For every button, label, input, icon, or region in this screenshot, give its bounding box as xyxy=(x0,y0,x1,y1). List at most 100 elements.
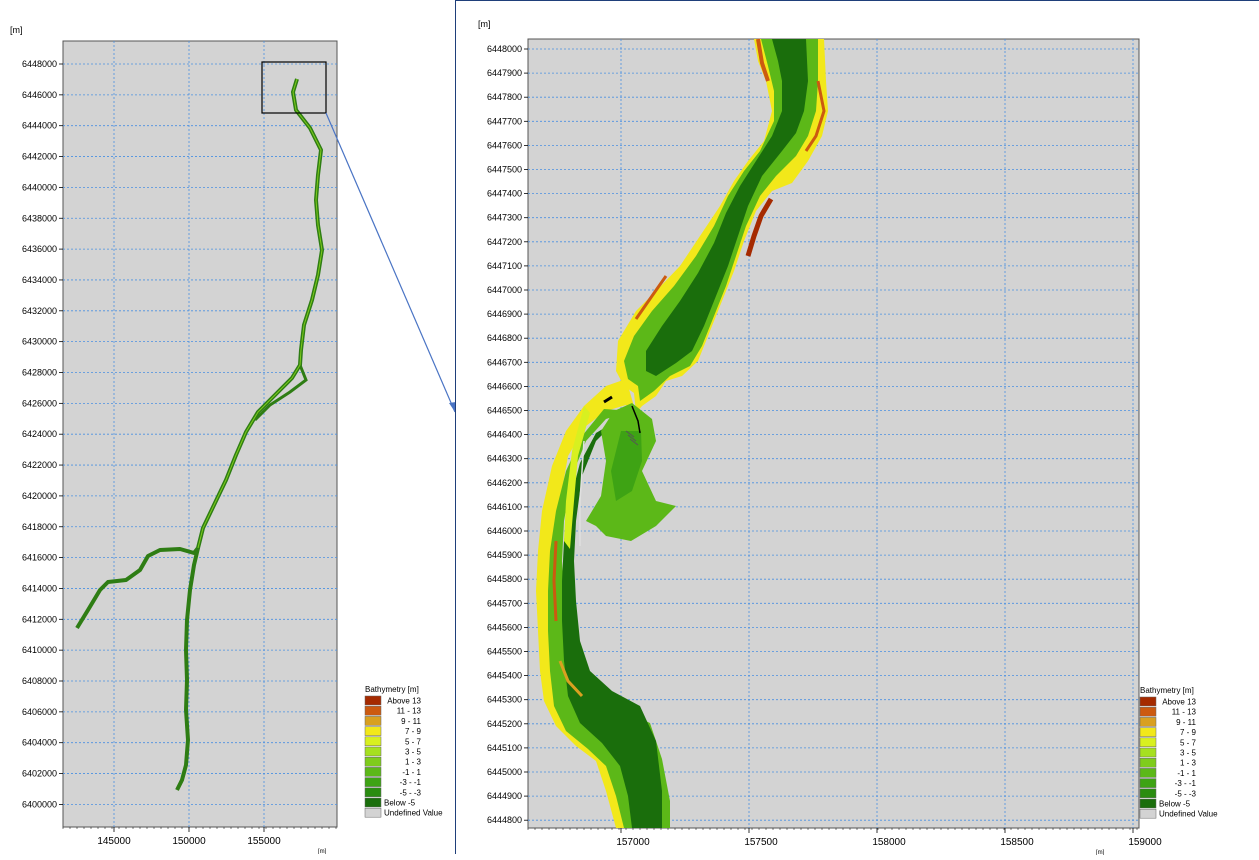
overview-y-tick-label: 6426000 xyxy=(22,398,57,408)
detail-y-tick-label: 6446300 xyxy=(487,454,522,464)
detail-y-tick-label: 6444800 xyxy=(487,815,522,825)
left-x-unit: [m] xyxy=(318,849,327,854)
detail-legend-label: 7 - 9 xyxy=(1180,728,1197,737)
detail-legend-swatch xyxy=(1139,727,1157,737)
overview-y-tick-label: 6446000 xyxy=(22,90,57,100)
overview-legend-swatch xyxy=(364,726,382,736)
zoom-connector-arrowhead xyxy=(449,402,456,412)
overview-map: [m] [m] 6448000 6446000 6444000 6442000 6440… xyxy=(10,25,456,855)
overview-grid xyxy=(63,41,337,827)
detail-y-tick-label: 6445800 xyxy=(487,574,522,584)
detail-legend-label: -3 - -1 xyxy=(1175,779,1197,788)
overview-legend-label: 3 - 5 xyxy=(405,748,422,757)
detail-x-tick-label: 158000 xyxy=(872,837,906,848)
detail-y-tick-label: 6448000 xyxy=(487,44,522,54)
detail-y-tick-label: 6447600 xyxy=(487,140,522,150)
overview-y-tick-label: 6422000 xyxy=(22,460,57,470)
detail-legend-label: Undefined Value xyxy=(1159,810,1218,819)
detail-y-tick-label: 6445500 xyxy=(487,647,522,657)
detail-y-tick-label: 6445200 xyxy=(487,719,522,729)
detail-river xyxy=(536,38,828,828)
detail-x-tick-label: 157000 xyxy=(616,837,650,848)
overview-legend-label: 1 - 3 xyxy=(405,758,422,767)
overview-legend-label: -5 - -3 xyxy=(400,788,422,797)
detail-y-tick-label: 6445900 xyxy=(487,550,522,560)
detail-y-tick-label: 6447000 xyxy=(487,285,522,295)
overview-y-tick-label: 6438000 xyxy=(22,213,57,223)
detail-y-tick-label: 6444900 xyxy=(487,791,522,801)
detail-y-tick-label: 6446200 xyxy=(487,478,522,488)
detail-legend-swatch xyxy=(1139,808,1157,819)
detail-y-tick-label: 6445600 xyxy=(487,622,522,632)
overview-y-tick-label: 6432000 xyxy=(22,306,57,316)
detail-y-tick-label: 6445700 xyxy=(487,598,522,608)
detail-legend-swatch xyxy=(1139,768,1157,778)
overview-y-tick-label: 6414000 xyxy=(22,583,57,593)
left-y-unit: [m] xyxy=(10,25,23,35)
overview-x-tick-label: 145000 xyxy=(97,836,131,847)
overview-legend-label: 5 - 7 xyxy=(405,737,422,746)
detail-legend-swatch xyxy=(1139,706,1157,717)
detail-legend-label: -5 - -3 xyxy=(1175,789,1197,798)
detail-y-tick-label: 6446800 xyxy=(487,333,522,343)
detail-legend-swatch xyxy=(1139,788,1157,799)
overview-legend-swatch xyxy=(364,746,382,757)
overview-y-tick-label: 6412000 xyxy=(22,614,57,624)
detail-legend-swatch xyxy=(1139,778,1157,788)
detail-y-tick-label: 6447800 xyxy=(487,92,522,102)
overview-legend-label: 11 - 13 xyxy=(397,707,422,716)
overview-y-tick-label: 6444000 xyxy=(22,121,57,131)
zoom-connector-line xyxy=(325,112,456,413)
overview-y-tick-label: 6406000 xyxy=(22,707,57,717)
detail-y-tick-label: 6445100 xyxy=(487,743,522,753)
overview-legend-swatch xyxy=(364,797,382,808)
detail-y-tick-label: 6445000 xyxy=(487,767,522,777)
overview-legend-swatch xyxy=(364,787,382,798)
detail-x-tick-label: 157500 xyxy=(744,837,778,848)
overview-legend-label: 9 - 11 xyxy=(401,717,421,726)
detail-legend-swatch xyxy=(1139,798,1157,809)
overview-y-tick-label: 6404000 xyxy=(22,738,57,748)
overview-legend-label: Above 13 xyxy=(387,697,421,706)
overview-x-tick-label: 155000 xyxy=(247,836,281,847)
overview-y-tick-label: 6408000 xyxy=(22,676,57,686)
overview-legend-label: -1 - 1 xyxy=(402,768,421,777)
detail-legend-label: -1 - 1 xyxy=(1177,769,1196,778)
detail-legend-swatch xyxy=(1139,737,1157,748)
overview-legend-swatch xyxy=(364,736,382,747)
detail-legend-label: 9 - 11 xyxy=(1176,718,1196,727)
overview-legend-label: 7 - 9 xyxy=(405,727,422,736)
overview-river xyxy=(75,78,324,791)
detail-x-tick-label: 158500 xyxy=(1000,837,1034,848)
overview-y-tick-label: 6442000 xyxy=(22,152,57,162)
detail-y-tick-label: 6445300 xyxy=(487,695,522,705)
overview-legend-swatch xyxy=(364,807,382,818)
right-x-unit: [m] xyxy=(1096,850,1105,855)
overview-y-tick-label: 6400000 xyxy=(22,799,57,809)
detail-y-tick-label: 6447400 xyxy=(487,189,522,199)
detail-legend-title: Bathymetry [m] xyxy=(1140,686,1194,695)
overview-legend-swatch xyxy=(364,756,382,767)
detail-legend-label: 5 - 7 xyxy=(1180,738,1197,747)
detail-y-tick-label: 6445400 xyxy=(487,671,522,681)
detail-y-ticks: 6448000 6447900 6447800 6447700 6447600 64475… xyxy=(487,44,528,825)
overview-legend-swatch xyxy=(364,777,382,787)
detail-x-ticks: 157000 157500 158000 158500 159000 xyxy=(527,828,1162,848)
overview-legend-swatch xyxy=(364,705,382,716)
detail-map: [m] [m] xyxy=(478,19,1218,856)
detail-y-tick-label: 6447500 xyxy=(487,165,522,175)
detail-y-tick-label: 6446900 xyxy=(487,309,522,319)
detail-y-tick-label: 6447700 xyxy=(487,116,522,126)
detail-y-tick-label: 6446500 xyxy=(487,406,522,416)
detail-y-tick-label: 6446100 xyxy=(487,502,522,512)
detail-legend-label: 1 - 3 xyxy=(1180,759,1197,768)
detail-legend-label: Below -5 xyxy=(1159,800,1191,809)
detail-y-tick-label: 6446000 xyxy=(487,526,522,536)
overview-y-tick-label: 6440000 xyxy=(22,182,57,192)
overview-legend-label: -3 - -1 xyxy=(400,778,422,787)
overview-legend-swatch xyxy=(364,716,382,726)
detail-legend-label: 11 - 13 xyxy=(1172,708,1197,717)
overview-y-tick-label: 6436000 xyxy=(22,244,57,254)
detail-map-panel: [m] [m] xyxy=(455,0,1259,856)
